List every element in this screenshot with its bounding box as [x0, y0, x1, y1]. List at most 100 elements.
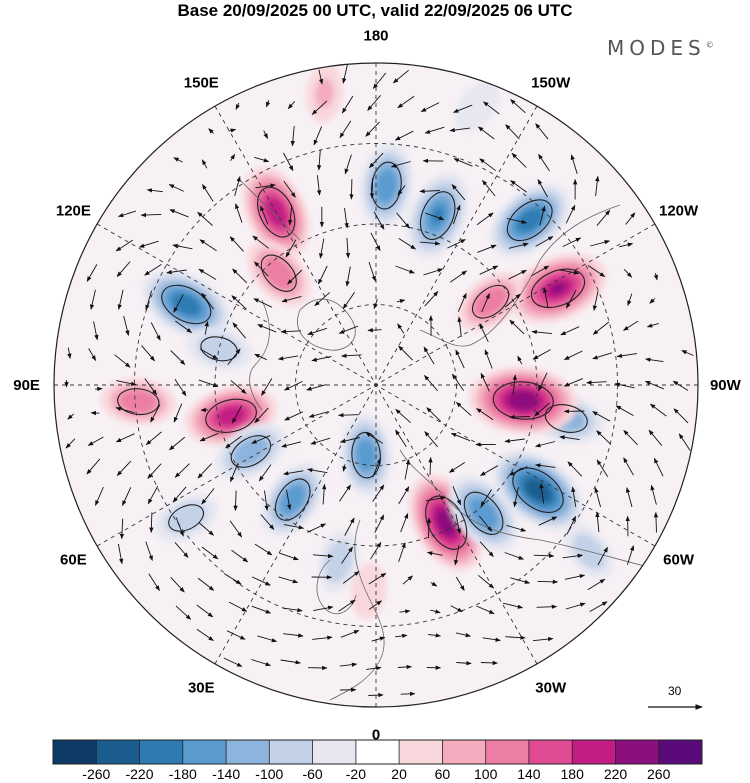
- wind-arrow: [342, 464, 347, 472]
- anomaly-contour-fill: [208, 341, 231, 357]
- wind-arrow: [623, 320, 639, 331]
- wind-arrow: [535, 463, 556, 468]
- wind-arrow: [623, 457, 634, 476]
- streamline-contour: [425, 495, 468, 550]
- colorbar-labels: -260 -220 -180 -140 -100 -60 -20 20 60 100 140 180 2…: [0, 766, 750, 783]
- wind-arrow: [144, 264, 162, 276]
- wind-arrow: [225, 435, 242, 449]
- wind-arrow: [455, 576, 465, 591]
- wind-arrow: [368, 600, 382, 610]
- wind-arrow: [596, 459, 609, 478]
- wind-arrow: [476, 212, 494, 226]
- wind-arrow: [452, 486, 462, 506]
- wind-arrow: [451, 373, 464, 391]
- wind-arrow: [559, 435, 580, 441]
- wind-arrow: [451, 184, 466, 201]
- wind-arrow: [173, 157, 183, 163]
- wind-arrow: [477, 244, 497, 253]
- wind-arrow: [367, 95, 381, 111]
- wind-arrow: [86, 264, 98, 282]
- wind-arrow: [349, 179, 354, 200]
- wind-arrow: [626, 545, 635, 565]
- wind-arrow: [420, 102, 440, 113]
- colorbar-tick-label: -20: [345, 766, 367, 782]
- wind-arrow: [594, 487, 602, 508]
- wind-arrow: [372, 458, 381, 478]
- wind-arrow: [457, 292, 467, 312]
- wind-arrow: [280, 659, 301, 665]
- map-boundary: [53, 62, 699, 708]
- wind-arrow: [196, 628, 214, 641]
- anomaly-contour-fill: [128, 395, 148, 408]
- streamline-contour: [205, 398, 257, 433]
- wind-arrow: [281, 441, 302, 448]
- wind-arrow: [371, 636, 386, 642]
- colorbar-segment: [312, 740, 357, 764]
- wind-arrow: [338, 412, 359, 418]
- wind-arrow: [614, 382, 635, 389]
- colorbar-tick-label: -260: [82, 766, 111, 782]
- wind-arrow: [169, 209, 189, 218]
- wind-arrow: [344, 208, 349, 229]
- wind-arrow: [201, 546, 219, 560]
- wind-arrow: [449, 127, 470, 133]
- wind-arrow: [312, 553, 334, 559]
- wind-arrow: [452, 204, 461, 225]
- wind-arrow: [312, 635, 333, 640]
- wind-arrow: [313, 126, 323, 146]
- wind-arrow: [587, 578, 606, 591]
- wind-arrow: [368, 692, 384, 698]
- wind-arrow: [539, 205, 546, 226]
- wind-arrow: [254, 543, 273, 556]
- wind-arrow: [534, 402, 550, 417]
- wind-arrow: [287, 269, 303, 285]
- anomaly-contour-fill: [286, 492, 299, 508]
- wind-arrow: [477, 126, 495, 140]
- wind-arrow: [341, 353, 362, 358]
- wind-arrow: [226, 630, 246, 640]
- wind-arrow: [282, 607, 303, 613]
- wind-arrow: [283, 180, 296, 198]
- wind-arrow: [175, 605, 192, 620]
- wind-arrow: [145, 290, 153, 311]
- wind-arrow: [279, 552, 299, 561]
- wind-arrow: [508, 242, 529, 249]
- wind-arrow: [145, 431, 162, 446]
- wind-arrow: [570, 154, 578, 175]
- wind-arrow: [399, 609, 411, 614]
- wind-arrow: [168, 184, 184, 192]
- wind-arrow: [138, 240, 159, 248]
- wind-arrow: [678, 433, 691, 451]
- wind-arrow: [199, 432, 219, 442]
- wind-arrow: [278, 576, 299, 584]
- wind-arrow: [228, 601, 248, 612]
- colorbar-tick-label: -180: [168, 766, 197, 782]
- wind-arrow: [426, 551, 443, 556]
- colorbar-segment: [442, 740, 486, 764]
- wind-arrow: [456, 661, 472, 666]
- streamline-contour: [371, 161, 402, 210]
- wind-arrow: [615, 405, 634, 416]
- wind-arrow: [115, 433, 135, 443]
- streamline-contour: [463, 491, 504, 535]
- streamline-contour: [506, 199, 553, 242]
- wind-arrow: [419, 241, 441, 246]
- wind-arrow: [592, 290, 599, 311]
- wind-arrow: [562, 553, 584, 559]
- wind-arrow: [230, 463, 239, 483]
- wind-arrow: [251, 435, 271, 444]
- wind-arrow: [313, 605, 334, 612]
- wind-arrow: [537, 579, 559, 584]
- wind-arrow: [453, 158, 473, 167]
- wind-arrow: [368, 261, 376, 282]
- wind-arrow: [93, 321, 99, 341]
- wind-arrow: [506, 524, 527, 532]
- wind-arrow: [264, 490, 269, 511]
- wind-arrow: [254, 261, 269, 277]
- colorbar-segment: [615, 740, 660, 764]
- wind-arrow: [566, 290, 577, 309]
- wind-arrow: [341, 95, 354, 114]
- colorbar-frame: [52, 739, 703, 765]
- wind-arrow: [563, 350, 583, 361]
